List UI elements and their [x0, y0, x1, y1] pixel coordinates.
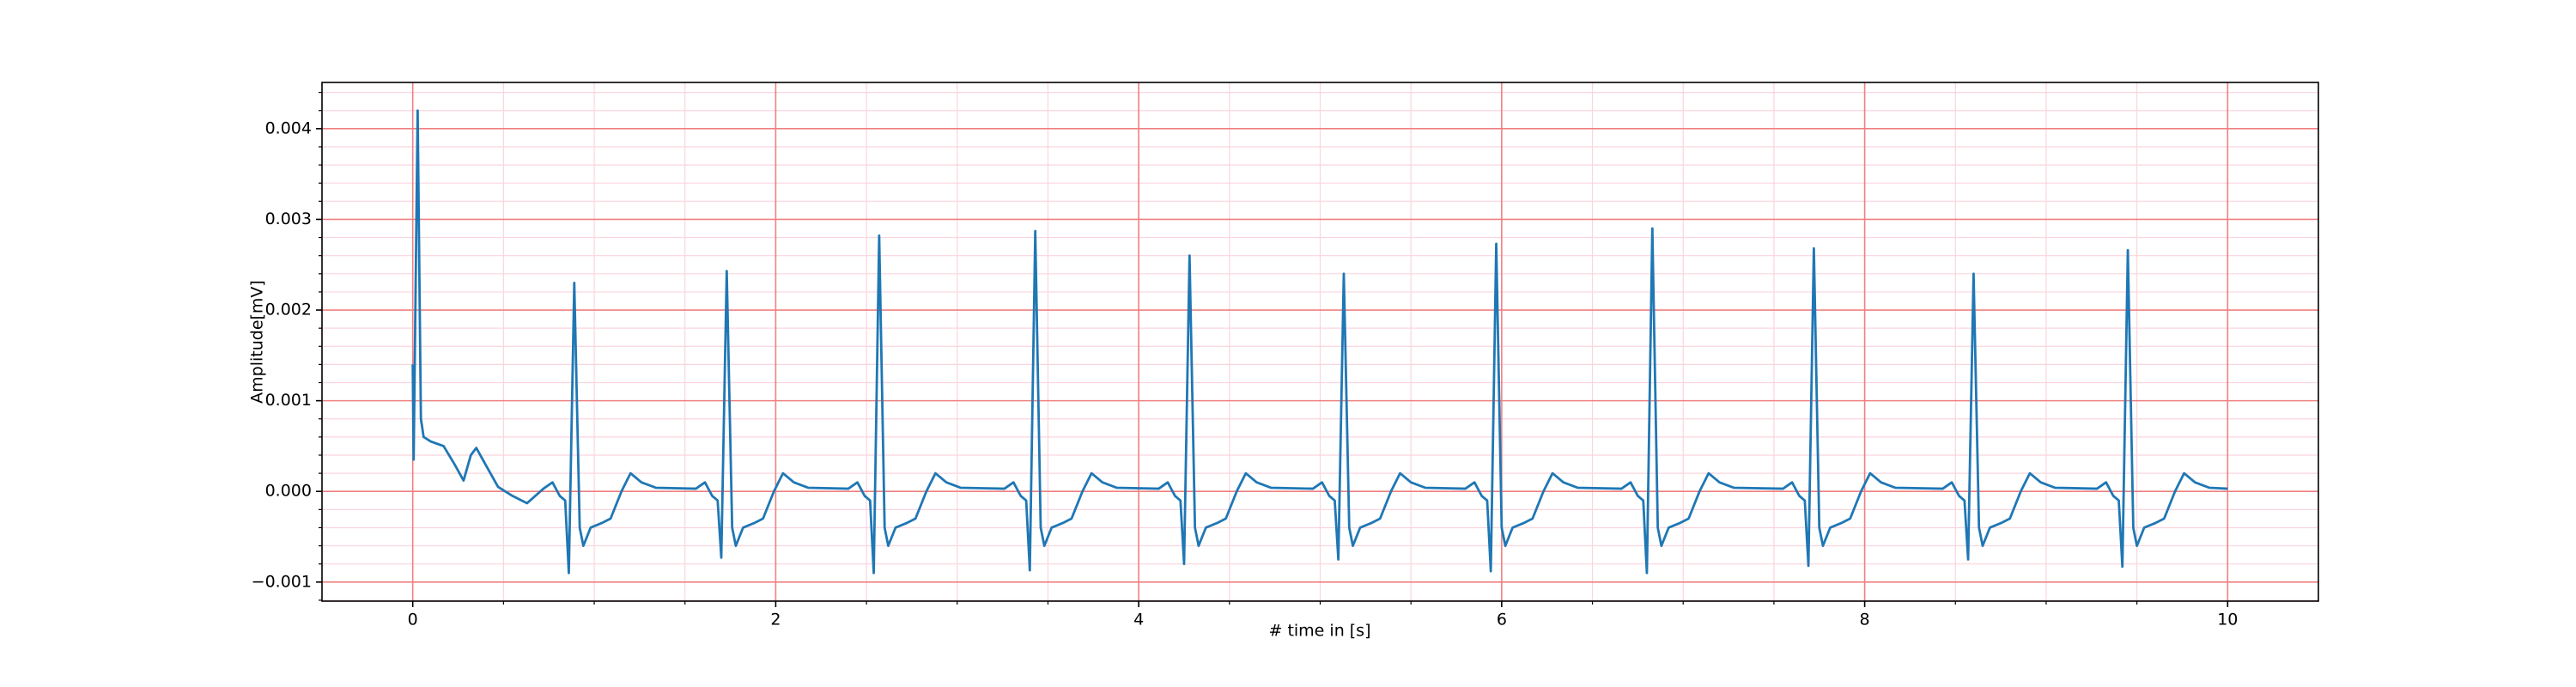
x-tick-label: 6: [1497, 611, 1507, 629]
x-tick-label: 0: [408, 611, 418, 629]
y-axis-label: Amplitude[mV]: [248, 280, 267, 404]
x-tick-label: 4: [1133, 611, 1144, 629]
y-tick-label: 0.000: [265, 482, 312, 501]
x-tick-label: 2: [770, 611, 781, 629]
x-tick-label: 8: [1860, 611, 1870, 629]
x-axis-label: # time in [s]: [1268, 622, 1370, 641]
y-tick-label: 0.001: [265, 391, 312, 410]
y-tick-label: 0.004: [265, 119, 312, 137]
x-tick-label: 10: [2217, 611, 2238, 629]
y-tick-label: −0.001: [252, 572, 312, 591]
y-tick-label: 0.002: [265, 301, 312, 319]
axes-frame: [321, 82, 2319, 602]
signal-line: [411, 109, 2228, 575]
y-tick-label: 0.003: [265, 210, 312, 228]
